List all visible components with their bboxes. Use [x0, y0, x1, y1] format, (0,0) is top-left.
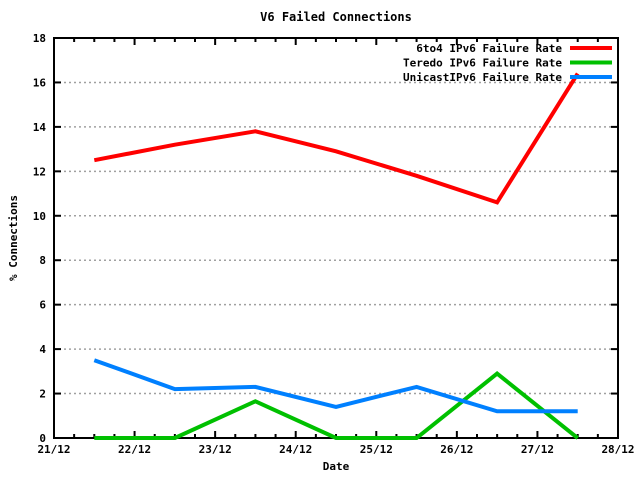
- x-tick-label: 27/12: [521, 443, 554, 456]
- x-axis-label: Date: [323, 460, 350, 473]
- series-line-0: [93, 72, 580, 205]
- y-tick-label: 8: [39, 254, 46, 267]
- y-tick-label: 4: [39, 343, 46, 356]
- y-tick-label: 12: [33, 165, 46, 178]
- series-line-2: [93, 358, 578, 414]
- series-layer: [93, 72, 580, 440]
- y-tick-label: 18: [33, 32, 46, 45]
- y-axis-label: % Connections: [7, 195, 20, 281]
- legend-label: UnicastIPv6 Failure Rate: [403, 71, 562, 84]
- legend: 6to4 IPv6 Failure Rate Teredo IPv6 Failur…: [403, 42, 612, 84]
- chart-title: V6 Failed Connections: [260, 10, 412, 24]
- x-tick-label: 21/12: [37, 443, 70, 456]
- y-tick-label: 6: [39, 299, 46, 312]
- x-tick-label: 25/12: [360, 443, 393, 456]
- y-tick-label: 14: [33, 121, 47, 134]
- y-tick-label: 0: [39, 432, 46, 445]
- x-tick-label: 26/12: [440, 443, 473, 456]
- x-tick-label: 22/12: [118, 443, 151, 456]
- grid-layer: [54, 81, 618, 395]
- x-tick-label: 28/12: [601, 443, 634, 456]
- series-line-1: [94, 371, 579, 440]
- x-tick-label: 23/12: [199, 443, 232, 456]
- legend-label: 6to4 IPv6 Failure Rate: [416, 42, 562, 55]
- x-tick-label: 24/12: [279, 443, 312, 456]
- tick-label-layer: 0 2 4 6 8 10 12 14 16 18 21/12 22/12 23/12 24/12 25/12…: [33, 32, 635, 456]
- y-tick-label: 10: [33, 210, 46, 223]
- y-tick-label: 2: [39, 388, 46, 401]
- y-tick-label: 16: [33, 76, 47, 89]
- legend-label: Teredo IPv6 Failure Rate: [403, 57, 562, 70]
